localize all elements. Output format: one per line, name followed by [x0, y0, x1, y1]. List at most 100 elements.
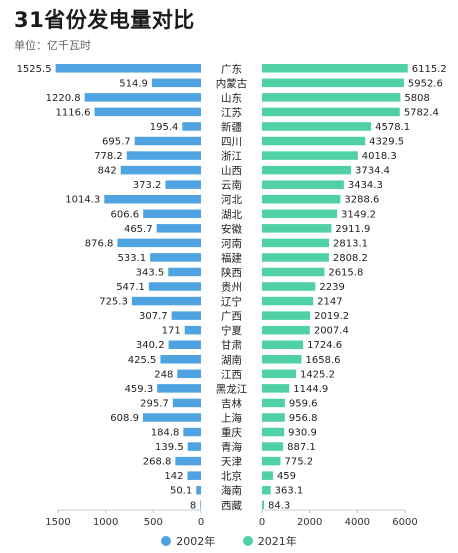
data-label-2002: 307.7	[139, 311, 168, 322]
bar-2021	[262, 340, 304, 349]
left-tick-label: 500	[144, 517, 163, 528]
data-label-2002: 459.3	[125, 384, 154, 395]
bar-2021	[262, 136, 366, 146]
data-label-2002: 695.7	[102, 137, 131, 148]
data-label-2021: 84.3	[268, 500, 290, 511]
province-label: 福建	[221, 251, 242, 264]
bar-2002	[168, 340, 201, 349]
province-label: 宁夏	[221, 324, 242, 337]
bar-2002	[143, 209, 201, 219]
bar-2021	[262, 369, 296, 379]
data-label-2002: 195.4	[150, 122, 179, 133]
bar-2002	[117, 238, 201, 248]
data-label-2002: 533.1	[118, 253, 147, 264]
data-label-2002: 608.9	[110, 413, 139, 424]
data-label-2002: 425.5	[128, 355, 157, 366]
data-label-2021: 3434.3	[348, 180, 383, 191]
legend-item-2002[interactable]: 2002年	[161, 533, 215, 549]
province-label: 浙江	[221, 151, 242, 163]
province-label: 江苏	[221, 106, 242, 119]
data-label-2021: 2147	[317, 297, 342, 308]
data-label-2021: 4329.5	[369, 137, 404, 148]
bar-2002	[156, 224, 201, 233]
bar-2002	[187, 471, 201, 480]
province-label: 河南	[221, 237, 242, 250]
bar-2021	[262, 296, 314, 306]
right-tick-label: 6000	[392, 517, 417, 528]
province-label: 辽宁	[221, 295, 242, 308]
data-label-2021: 459	[277, 471, 296, 482]
data-label-2021: 3149.2	[341, 209, 376, 220]
bar-2002	[134, 136, 201, 146]
data-label-2002: 547.1	[116, 282, 145, 293]
bar-2021	[262, 355, 302, 364]
data-label-2002: 842	[98, 166, 117, 177]
province-label: 甘肃	[221, 339, 242, 352]
bar-2021	[262, 209, 338, 219]
right-tick-label: 2000	[297, 517, 322, 528]
data-label-2002: 248	[154, 369, 173, 380]
bar-2002	[171, 311, 201, 320]
province-label: 云南	[221, 179, 242, 192]
legend-item-2021[interactable]: 2021年	[242, 533, 297, 549]
province-label: 山东	[221, 91, 242, 104]
bar-2002	[182, 122, 201, 131]
province-label: 黑龙江	[216, 382, 248, 395]
province-label: 天津	[221, 456, 242, 468]
province-label: 湖北	[221, 209, 242, 221]
province-label: 北京	[221, 470, 242, 483]
bar-2021	[262, 325, 310, 335]
data-label-2021: 2007.4	[314, 326, 349, 337]
data-label-2021: 5782.4	[404, 107, 439, 118]
left-tick-label: 1000	[93, 517, 118, 528]
bar-2021	[262, 165, 352, 175]
bar-2002	[187, 442, 201, 451]
data-label-2002: 340.2	[136, 340, 165, 351]
data-label-2002: 268.8	[143, 457, 172, 468]
bar-2021	[262, 500, 265, 510]
bar-2002	[168, 267, 201, 277]
data-label-2021: 5808	[404, 93, 429, 104]
data-label-2021: 2813.1	[333, 238, 368, 249]
bar-2002	[200, 500, 201, 510]
data-label-2021: 775.2	[284, 457, 313, 468]
province-label: 广西	[221, 311, 242, 323]
bar-2021	[262, 224, 332, 233]
legend-label-2002: 2002年	[176, 535, 216, 548]
right-tick-label: 0	[259, 517, 265, 528]
data-label-2021: 6115.2	[412, 64, 447, 75]
bar-2021	[262, 194, 341, 204]
bar-2021	[262, 442, 284, 451]
legend-swatch-2021	[242, 536, 253, 546]
data-label-2002: 50.1	[170, 486, 192, 497]
bar-2002	[131, 296, 201, 306]
bar-2002	[84, 93, 201, 102]
data-label-2002: 606.6	[111, 209, 140, 220]
data-label-2002: 514.9	[119, 78, 148, 89]
data-label-2021: 3288.6	[344, 195, 379, 206]
bar-2002	[120, 165, 201, 175]
data-label-2021: 5952.6	[408, 78, 443, 89]
left-tick-label: 1500	[45, 517, 70, 528]
data-label-2002: 8	[190, 500, 196, 511]
bar-2021	[262, 282, 316, 291]
province-label: 吉林	[221, 397, 242, 410]
data-label-2002: 725.3	[99, 297, 128, 308]
province-label: 西藏	[221, 500, 242, 512]
bar-2021	[262, 151, 358, 160]
province-label: 安徽	[221, 222, 242, 235]
bar-2021	[262, 180, 344, 189]
province-label: 湖南	[221, 353, 242, 366]
data-label-2002: 1116.6	[56, 107, 91, 118]
bar-2002	[175, 456, 201, 466]
data-label-2002: 139.5	[155, 442, 184, 453]
data-label-2021: 2239	[319, 282, 344, 293]
data-label-2002: 876.8	[85, 238, 114, 249]
data-label-2002: 1014.3	[65, 195, 100, 206]
bar-2002	[184, 325, 201, 335]
province-label: 江西	[221, 369, 242, 381]
bar-2021	[262, 485, 271, 495]
data-label-2002: 142	[164, 471, 183, 482]
